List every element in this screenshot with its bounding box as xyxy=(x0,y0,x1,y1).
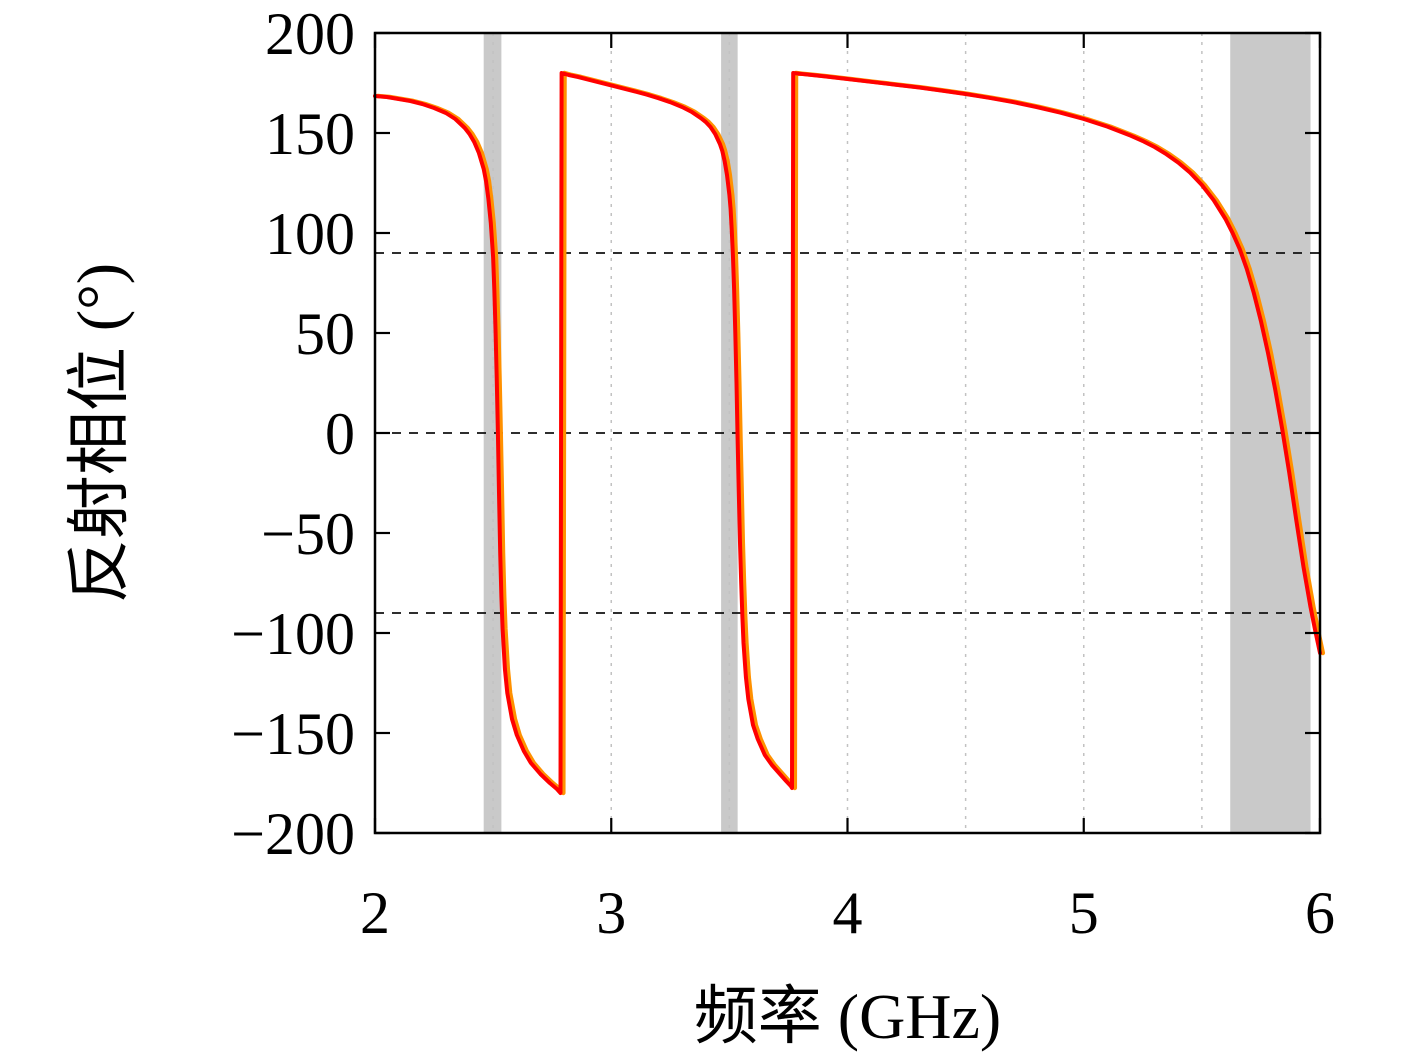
y-tick-label: 0 xyxy=(325,401,355,467)
y-tick-label: −150 xyxy=(231,701,355,767)
x-tick-label: 2 xyxy=(360,880,390,946)
y-axis-label: 反射相位 (°) xyxy=(64,262,135,604)
x-tick-label: 6 xyxy=(1305,880,1335,946)
x-axis-label: 频率 (GHz) xyxy=(693,981,1002,1052)
y-tick-label: −100 xyxy=(231,601,355,667)
x-tick-label: 4 xyxy=(833,880,863,946)
x-tick-label: 5 xyxy=(1069,880,1099,946)
y-tick-label: 50 xyxy=(295,301,355,367)
y-tick-label: 100 xyxy=(265,201,355,267)
y-tick-label: −50 xyxy=(261,501,355,567)
y-tick-label: −200 xyxy=(231,801,355,867)
y-tick-label: 200 xyxy=(265,1,355,67)
phase-curve-red xyxy=(373,71,1322,795)
x-tick-label: 3 xyxy=(596,880,626,946)
y-tick-label: 150 xyxy=(265,101,355,167)
highlight-band xyxy=(483,33,502,833)
